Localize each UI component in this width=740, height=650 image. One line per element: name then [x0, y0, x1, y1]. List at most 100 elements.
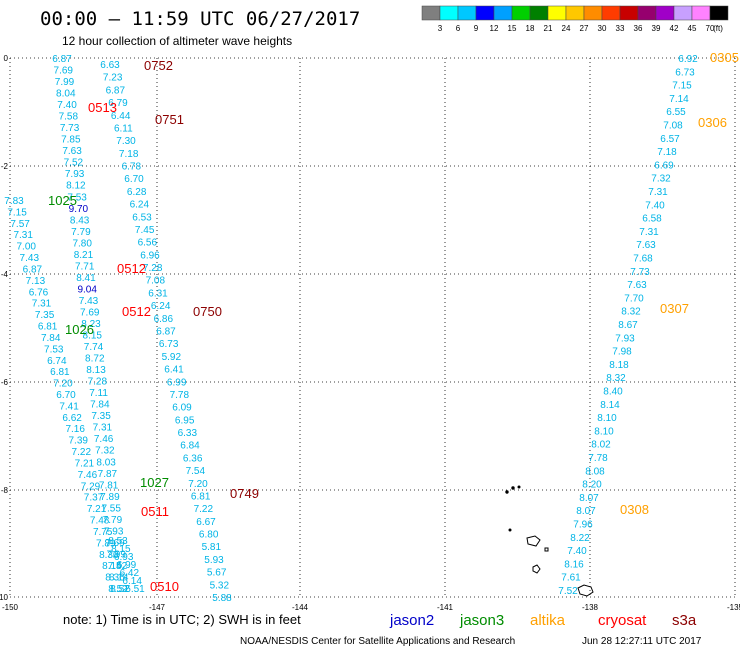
wave-height-value: 7.69 [105, 538, 125, 549]
wave-height-value: 5.32 [210, 580, 230, 591]
wave-height-value: 7.52 [64, 158, 84, 169]
wave-height-value: 6.67 [196, 517, 216, 528]
wave-height-value: 8.14 [600, 400, 620, 411]
legend-label: 6 [456, 24, 461, 33]
wave-height-value: 6.92 [678, 54, 698, 65]
wave-height-value: 7.15 [7, 207, 27, 218]
wave-height-value: 7.15 [672, 81, 692, 92]
wave-height-value: 5.88 [212, 593, 232, 604]
wave-height-value: 6.63 [100, 60, 120, 71]
pass-time-label: 0510 [150, 579, 179, 594]
wave-height-value: 6.99 [117, 560, 137, 571]
wave-height-value: 6.81 [191, 491, 211, 502]
footer-credit: NOAA/NESDIS Center for Satellite Applica… [240, 636, 515, 647]
wave-height-value: 7.89 [96, 538, 116, 549]
wave-height-value: 6.70 [56, 390, 76, 401]
wave-height-value: 8.13 [86, 365, 106, 376]
wave-height-value: 6.84 [180, 441, 200, 452]
wave-height-value: 7.68 [633, 254, 653, 265]
wave-height-value: 6.81 [50, 367, 70, 378]
wave-height-value: 7.45 [135, 225, 155, 236]
wave-height-value: 7.73 [60, 123, 80, 134]
wave-height-value: 6.79 [108, 98, 128, 109]
x-tick-label: -141 [437, 603, 454, 612]
pass-time-label: 0751 [155, 112, 184, 127]
pass-time-label: 0512 [122, 304, 151, 319]
wave-height-value: 7.70 [624, 293, 644, 304]
wave-height-value: 8.03 [96, 457, 116, 468]
wave-height-value: 8.23 [81, 319, 101, 330]
wave-height-value: 7.35 [35, 310, 55, 321]
legend-swatch [565, 5, 585, 21]
wave-height-value: 8.32 [621, 307, 641, 318]
wave-height-value: 6.09 [172, 403, 192, 414]
legend-label: 36 [634, 24, 643, 33]
color-scale-legend: 3 6 9 12 15 18 21 24 27 30 33 36 39 42 45 70(ft) [421, 5, 729, 33]
wave-height-value: 7.57 [10, 219, 30, 230]
wave-height-value: 7.35 [91, 411, 111, 422]
x-tick-label: -147 [149, 603, 166, 612]
x-tick-label: -138 [582, 603, 599, 612]
wave-height-value: 8.15 [111, 544, 131, 555]
wave-height-value: 8.04 [56, 89, 76, 100]
map-subtitle: 12 hour collection of altimeter wave hei… [62, 34, 292, 48]
legend-swatch [475, 5, 495, 21]
wave-height-value: 8.16 [564, 559, 584, 570]
legend-swatch [529, 5, 549, 21]
wave-height-value: 6.81 [38, 322, 58, 333]
wave-height-value: 7.31 [13, 230, 33, 241]
legend-label: 27 [580, 24, 589, 33]
wave-height-value: 5.81 [202, 542, 222, 553]
legend-label: 18 [526, 24, 535, 33]
wave-height-value: 8.15 [102, 561, 122, 572]
axis-tick-labels: -150 -147 -144 -141 -138 -135 0 -2 -4 -6 -8 -10 [0, 54, 740, 612]
wave-height-value: 7.85 [61, 135, 81, 146]
wave-height-value: 7.37 [84, 493, 104, 504]
legend-label: 45 [688, 24, 697, 33]
wave-height-value: 7.63 [627, 280, 647, 291]
wave-height-value: 8.40 [603, 387, 623, 398]
y-tick-label: -10 [0, 593, 9, 602]
wave-height-value: 7.22 [194, 504, 214, 515]
wave-height-value: 7.23 [103, 73, 123, 84]
wave-height-value: 8.67 [618, 320, 638, 331]
legend-swatch [601, 5, 621, 21]
wave-height-value: 8.02 [591, 440, 611, 451]
satellite-legend: jason2 jason3 altika cryosat s3a [389, 612, 697, 629]
wave-height-value: 7.43 [79, 296, 99, 307]
lat-lon-grid [9, 57, 736, 598]
wave-height-value: 6.93 [114, 552, 134, 563]
island-outlines [505, 485, 594, 597]
wave-height-value: 6.86 [154, 314, 174, 325]
wave-height-value: 7.48 [90, 516, 110, 527]
legend-swatch [421, 5, 441, 21]
legend-label: 24 [562, 24, 571, 33]
wave-height-value: 6.96 [140, 250, 160, 261]
wave-height-value: 8.15 [83, 331, 103, 342]
wave-height-value: 5.92 [162, 352, 182, 363]
legend-swatch [619, 5, 639, 21]
legend-swatch [511, 5, 531, 21]
wave-height-value: 7.39 [69, 436, 89, 447]
wave-height-value: 6.42 [120, 568, 140, 579]
y-tick-label: -8 [1, 486, 9, 495]
wave-height-value: 7.93 [104, 526, 124, 537]
wave-height-value: 6.73 [159, 339, 179, 350]
wave-height-value: 7.80 [72, 238, 92, 249]
wave-height-value: 6.51 [125, 584, 145, 595]
pass-time-label: 0305 [710, 50, 739, 65]
wave-height-value: 7.78 [170, 390, 190, 401]
wave-height-value: 7.99 [55, 77, 75, 88]
wave-height-value: 6.56 [138, 238, 158, 249]
wave-height-value: 7.40 [567, 546, 587, 557]
wave-height-value: 7.79 [103, 515, 123, 526]
legend-swatch [439, 5, 459, 21]
wave-height-value: 8.72 [85, 354, 105, 365]
wave-height-value: 7.79 [71, 227, 91, 238]
wave-height-value: 7.63 [62, 146, 82, 157]
wave-height-value: 8.07 [576, 506, 596, 517]
legend-swatch [655, 5, 675, 21]
wave-height-value: 7.84 [90, 400, 110, 411]
wave-height-value: 8.53 [108, 536, 128, 547]
x-tick-label: -144 [292, 603, 309, 612]
